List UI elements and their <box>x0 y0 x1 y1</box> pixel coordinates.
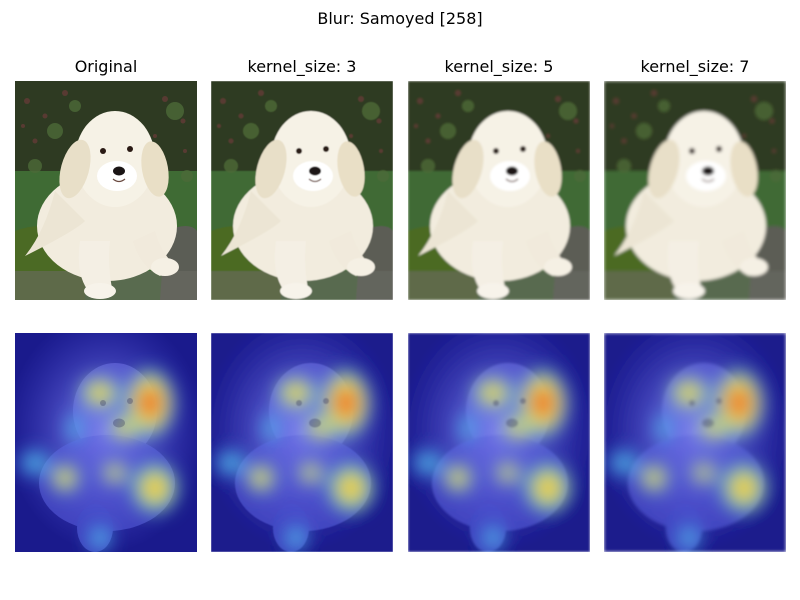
heatmap-kernel-3 <box>211 333 393 552</box>
image-original <box>15 81 197 300</box>
column-title-kernel-7: kernel_size: 7 <box>640 57 750 76</box>
figure-title: Blur: Samoyed [258] <box>317 9 483 28</box>
heatmap-original <box>15 333 197 552</box>
column-title-kernel-3: kernel_size: 3 <box>247 57 357 76</box>
image-kernel-7 <box>604 81 786 300</box>
image-kernel-3 <box>211 81 393 300</box>
column-title-kernel-5: kernel_size: 5 <box>444 57 554 76</box>
heatmap-kernel-5 <box>408 333 590 552</box>
image-kernel-5 <box>408 81 590 300</box>
column-title-original: Original <box>74 57 138 76</box>
heatmap-kernel-7 <box>604 333 786 552</box>
